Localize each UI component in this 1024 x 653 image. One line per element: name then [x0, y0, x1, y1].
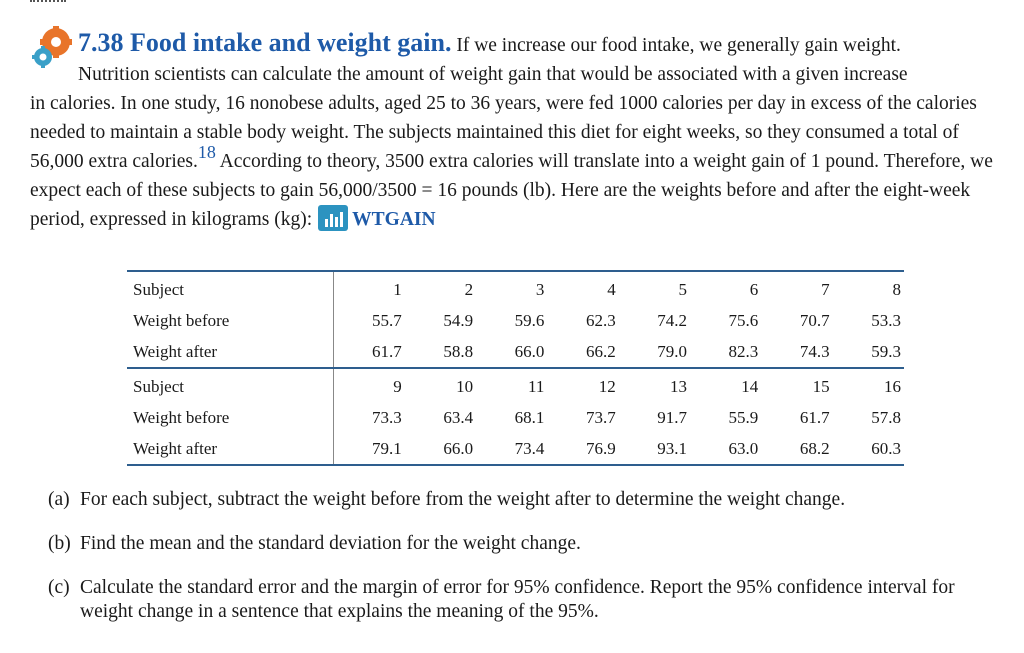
table-cell: 57.8: [871, 407, 901, 427]
question-letter: (b): [48, 533, 71, 554]
weights-table: Subject 1 2 3 4 5 6 7 8 Weight before 55…: [127, 270, 904, 466]
row-label-subject: Subject: [127, 367, 334, 402]
row-label-weight-before: Weight before: [127, 305, 334, 336]
table-cell: 55.9: [728, 407, 759, 427]
table-cell: 61.7: [799, 407, 830, 427]
row-label-weight-before: Weight before: [127, 402, 334, 433]
table-row: Weight after 79.1 66.0 73.4 76.9 93.1 63…: [127, 433, 904, 466]
table-cell: 13: [618, 367, 690, 402]
table-cell: 59.3: [832, 336, 904, 369]
question-text: Find the mean and the standard deviation…: [80, 533, 581, 554]
table-cell: 60.3: [832, 433, 904, 466]
table-cell: 93.1: [618, 433, 690, 466]
table-cell: 59.6: [514, 310, 545, 330]
table-cell: 12: [547, 367, 619, 402]
table-cell: 63.4: [443, 407, 474, 427]
table-cell: 66.0: [404, 433, 477, 466]
table-cell: 6: [689, 270, 762, 305]
table-cell: 14: [689, 367, 762, 402]
table-cell: 4: [547, 270, 619, 305]
table-cell: 73.3: [372, 407, 402, 427]
table-cell: 68.2: [761, 433, 833, 466]
exercise-paragraph: 7.38 Food intake and weight gain. If we …: [30, 28, 1000, 234]
table-cell: 74.3: [761, 336, 833, 369]
table-cell: 79.0: [618, 336, 690, 369]
table-row: Subject 1 2 3 4 5 6 7 8: [127, 270, 904, 305]
question-a: (a) For each subject, subtract the weigh…: [48, 488, 978, 512]
table-cell: 66.0: [476, 336, 548, 369]
exercise-second-line: Nutrition scientists can calculate the a…: [78, 64, 908, 85]
table-cell: 79.1: [333, 433, 405, 466]
table-cell: 73.4: [476, 433, 548, 466]
dataset-link[interactable]: WTGAIN: [352, 209, 436, 230]
bar-chart-data-icon[interactable]: [318, 205, 349, 231]
table-cell: 74.2: [657, 310, 687, 330]
exercise-first-line: 7.38 Food intake and weight gain. If we …: [30, 28, 1000, 60]
table-row: Weight after 61.7 58.8 66.0 66.2 79.0 82…: [127, 336, 904, 369]
table-cell: 68.1: [514, 407, 545, 427]
table-cell: 9: [333, 367, 405, 402]
table-cell: 2: [404, 270, 477, 305]
table-cell: 54.9: [443, 310, 474, 330]
table-cell: 55.7: [372, 310, 402, 330]
table-cell: 62.3: [585, 310, 616, 330]
table-row: Weight before 55.7 54.9 59.6 62.3 74.2 7…: [127, 305, 904, 336]
table-cell: 15: [761, 367, 833, 402]
table-cell: 7: [761, 270, 833, 305]
question-text: For each subject, subtract the weight be…: [80, 489, 846, 510]
table-cell: 76.9: [547, 433, 619, 466]
table-cell: 58.8: [404, 336, 477, 369]
table-cell: 91.7: [657, 407, 687, 427]
footnote-reference[interactable]: 18: [197, 142, 216, 162]
table-cell: 5: [618, 270, 690, 305]
table-row: Weight before 73.3 63.4 68.1 73.7 91.7 5…: [127, 402, 904, 433]
table-cell: 73.7: [585, 407, 616, 427]
exercise-title: 7.38 Food intake and weight gain.: [78, 28, 452, 57]
table-cell: 10: [404, 367, 477, 402]
table-cell: 82.3: [689, 336, 762, 369]
gears-exercise-icon: [32, 26, 72, 68]
row-label-weight-after: Weight after: [127, 336, 334, 369]
table-cell: 8: [832, 270, 904, 305]
table-cell: 63.0: [689, 433, 762, 466]
exercise-body-continued: According to theory, 3500 extra calories…: [30, 151, 993, 230]
table-cell: 66.2: [547, 336, 619, 369]
row-label-subject: Subject: [127, 270, 334, 305]
table-cell: 75.6: [728, 310, 759, 330]
table-cell: 11: [476, 367, 548, 402]
table-row: Subject 9 10 11 12 13 14 15 16: [127, 367, 904, 402]
exercise-body: in calories. In one study, 16 nonobese a…: [30, 93, 977, 172]
table-cell: 61.7: [333, 336, 405, 369]
question-letter: (a): [48, 489, 70, 510]
question-b: (b) Find the mean and the standard devia…: [48, 532, 978, 556]
table-cell: 53.3: [871, 310, 901, 330]
exercise-intro: If we increase our food intake, we gener…: [456, 35, 901, 56]
table-cell: 16: [832, 367, 904, 402]
question-list: (a) For each subject, subtract the weigh…: [48, 488, 978, 644]
row-label-weight-after: Weight after: [127, 433, 334, 466]
table-cell: 1: [333, 270, 405, 305]
question-letter: (c): [48, 577, 70, 598]
top-dotted-rule: [30, 0, 66, 5]
table-cell: 3: [476, 270, 548, 305]
question-c: (c) Calculate the standard error and the…: [48, 576, 978, 624]
table-cell: 70.7: [799, 310, 830, 330]
question-text: Calculate the standard error and the mar…: [80, 577, 955, 622]
